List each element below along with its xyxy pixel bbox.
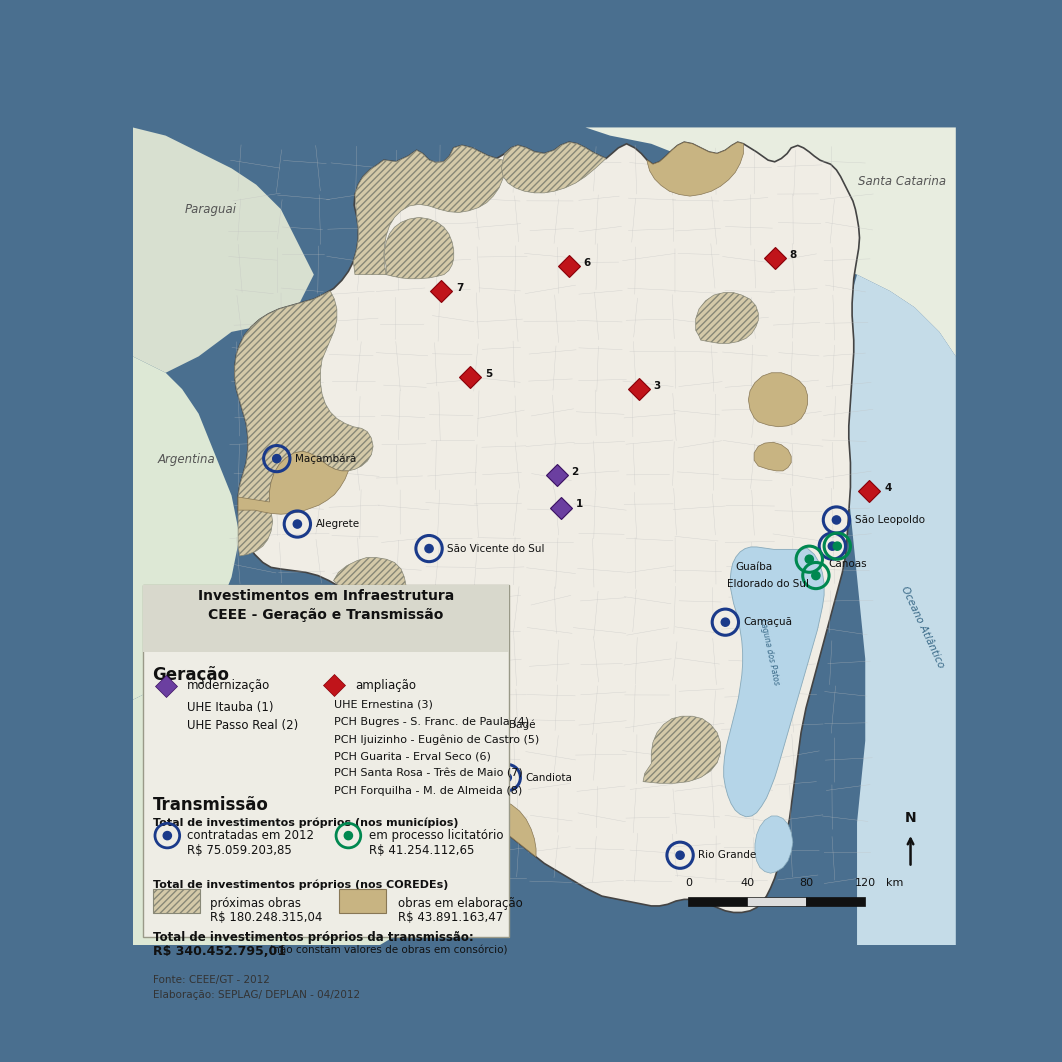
Text: em processo licitatório: em processo licitatório [369,829,503,842]
Polygon shape [723,547,824,817]
Text: Total de investimentos próprios (nos COREDEs): Total de investimentos próprios (nos COR… [153,879,448,890]
Bar [806,897,866,906]
Text: Maçambárá: Maçambárá [295,453,356,464]
Text: Bagé: Bagé [509,719,535,730]
Circle shape [805,555,813,563]
Polygon shape [501,142,606,193]
Text: Fonte: CEEE/GT - 2012
Elaboração: SEPLAG/ DEPLAN - 04/2012: Fonte: CEEE/GT - 2012 Elaboração: SEPLAG… [153,975,360,1000]
Circle shape [273,455,280,463]
Polygon shape [384,218,453,278]
Polygon shape [409,748,536,857]
Text: Uruguai: Uruguai [184,649,230,662]
Polygon shape [238,451,348,514]
Circle shape [344,832,353,840]
Circle shape [164,832,171,840]
Text: (não constam valores de obras em consórcio): (não constam valores de obras em consórc… [267,945,508,955]
Circle shape [833,516,841,524]
Text: Geração: Geração [153,666,229,684]
Text: próximas obras: próximas obras [210,897,302,910]
Circle shape [293,520,302,528]
Text: 40: 40 [740,878,754,888]
Text: R$ 75.059.203,85: R$ 75.059.203,85 [187,844,292,857]
Text: 4: 4 [885,483,892,493]
Text: contratadas em 2012: contratadas em 2012 [187,829,314,842]
Text: 2: 2 [571,466,579,477]
Text: Investimentos em Infraestrutura
CEEE - Geração e Transmissão: Investimentos em Infraestrutura CEEE - G… [198,589,453,622]
Text: UHE Itauba (1): UHE Itauba (1) [187,701,274,714]
Polygon shape [133,651,462,945]
Text: Paraguai: Paraguai [185,203,237,217]
Polygon shape [354,145,504,275]
Text: ampliação: ampliação [355,679,416,691]
Polygon shape [133,127,314,373]
Text: Transmissão: Transmissão [153,796,269,815]
Text: 3: 3 [654,381,661,391]
Text: Alegrete: Alegrete [315,519,360,529]
Polygon shape [235,291,373,555]
Bar [339,889,387,913]
Polygon shape [749,373,808,427]
Text: modernização: modernização [187,680,271,692]
Text: 120: 120 [855,878,876,888]
Polygon shape [333,558,406,658]
Circle shape [486,720,495,729]
Polygon shape [841,275,956,945]
Text: 6: 6 [584,258,592,269]
Circle shape [721,618,730,627]
Text: PCH Bugres - S. Franc. de Paula (4): PCH Bugres - S. Franc. de Paula (4) [335,717,530,727]
Circle shape [834,542,841,550]
Text: Total de investimentos próprios da transmissão:: Total de investimentos próprios da trans… [153,931,474,944]
Text: Oceano Atlântico: Oceano Atlântico [900,584,946,669]
Text: R$ 43.891.163,47: R$ 43.891.163,47 [398,911,503,924]
Bar [142,585,509,652]
Polygon shape [647,142,743,196]
Text: PCH Ijuizinho - Eugênio de Castro (5): PCH Ijuizinho - Eugênio de Castro (5) [335,734,539,744]
Text: R$ 41.254.112,65: R$ 41.254.112,65 [369,844,475,857]
Text: Eldorado do Sul: Eldorado do Sul [727,579,809,588]
Text: Argentina: Argentina [157,452,216,466]
Text: 80: 80 [800,878,813,888]
Bar [748,897,806,906]
Polygon shape [133,357,240,700]
Text: R$ 180.248.315,04: R$ 180.248.315,04 [210,911,323,924]
Text: Rio Grande: Rio Grande [698,851,756,860]
Text: Laguna dos Patos: Laguna dos Patos [758,618,782,685]
Bar [142,585,509,937]
Circle shape [811,571,820,580]
Text: 7: 7 [457,282,464,293]
Text: 8: 8 [789,250,796,260]
Text: Canoas: Canoas [828,559,867,569]
Text: obras em elaboração: obras em elaboração [398,897,523,910]
Text: UHE Ernestina (3): UHE Ernestina (3) [335,700,433,709]
Polygon shape [644,716,720,784]
Text: UHE Passo Real (2): UHE Passo Real (2) [187,719,298,732]
Circle shape [425,545,433,552]
Polygon shape [696,293,758,343]
Text: PCH Forquilha - M. de Almeida (8): PCH Forquilha - M. de Almeida (8) [335,786,523,795]
Text: Candiota: Candiota [526,772,572,783]
Bar [688,897,748,906]
Text: São Leopoldo: São Leopoldo [855,515,925,525]
Text: PCH Guarita - Erval Seco (6): PCH Guarita - Erval Seco (6) [335,752,492,761]
Text: 0: 0 [685,878,691,888]
Polygon shape [235,142,859,912]
Text: km: km [886,878,903,888]
Text: 1: 1 [576,499,583,510]
Circle shape [828,542,837,550]
Text: 5: 5 [485,369,493,378]
Text: São Vicente do Sul: São Vicente do Sul [447,544,545,553]
Bar [153,889,201,913]
Circle shape [676,851,684,859]
Text: PCH Santa Rosa - Três de Maio (7): PCH Santa Rosa - Três de Maio (7) [335,769,524,778]
Circle shape [503,773,512,782]
Text: R$ 340.452.795,01: R$ 340.452.795,01 [153,945,286,958]
Text: N: N [905,811,917,825]
Text: Camaçuã: Camaçuã [743,617,792,628]
Polygon shape [754,442,791,470]
Text: Santa Catarina: Santa Catarina [858,174,946,188]
Text: Total de investimentos próprios (nos municípios): Total de investimentos próprios (nos mun… [153,818,458,828]
Polygon shape [585,127,956,357]
Polygon shape [755,816,793,873]
Text: Guaíba: Guaíba [735,563,772,572]
